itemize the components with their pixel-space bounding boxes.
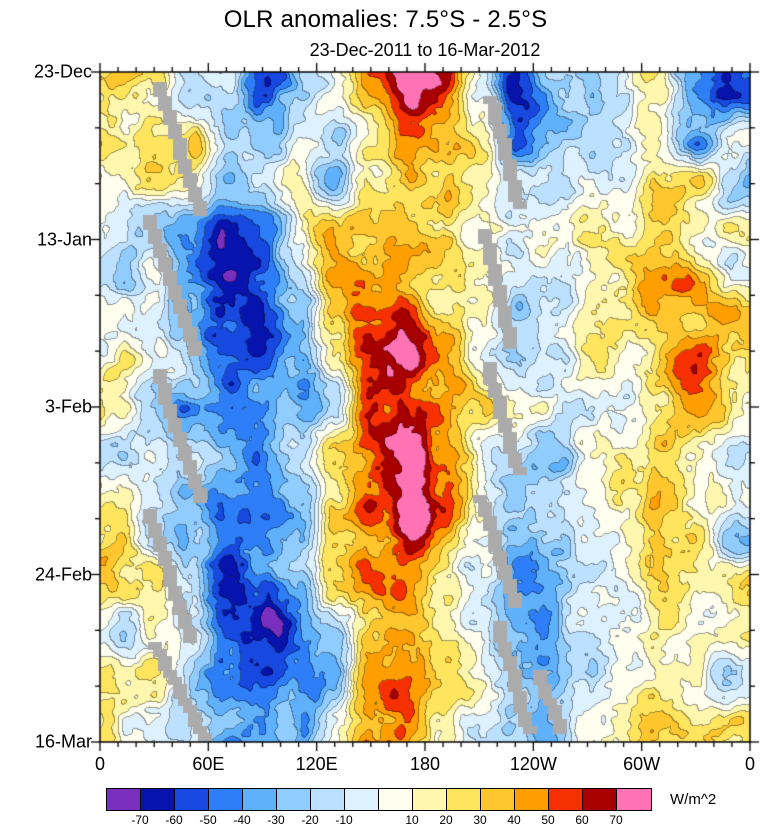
x-tick-label: 0 xyxy=(744,754,756,774)
colorbar-tick-label: 40 xyxy=(507,813,521,827)
x-tick-label: 120W xyxy=(509,754,557,774)
y-tick-label: 13-Jan xyxy=(36,229,92,249)
colorbar-cell xyxy=(277,789,311,810)
colorbar-cell xyxy=(311,789,345,810)
colorbar-tick-label: -30 xyxy=(267,813,285,827)
y-tick-label: 24-Feb xyxy=(34,564,92,584)
y-tick-label: 3-Feb xyxy=(44,396,92,417)
x-tick-label: 180 xyxy=(409,754,441,774)
colorbar-cell xyxy=(345,789,379,810)
colorbar-cell xyxy=(243,789,277,810)
colorbar-cell xyxy=(515,789,549,810)
colorbar-tick-label: -40 xyxy=(233,813,251,827)
colorbar-tick-label: -50 xyxy=(199,813,217,827)
x-tick-label: 60W xyxy=(623,754,661,774)
colorbar-tick-label: 60 xyxy=(575,813,589,827)
x-tick-label: 0 xyxy=(94,754,106,774)
colorbar-cell xyxy=(107,789,141,810)
heatmap-canvas xyxy=(85,62,765,762)
colorbar-cell xyxy=(617,789,651,810)
colorbar-tick-label: 50 xyxy=(541,813,555,827)
colorbar-cell xyxy=(175,789,209,810)
colorbar-tick-label: 10 xyxy=(405,813,419,827)
colorbar-cell xyxy=(141,789,175,810)
colorbar-tick-label: 30 xyxy=(473,813,487,827)
colorbar-tick-label: -70 xyxy=(131,813,149,827)
colorbar-cell xyxy=(379,789,413,810)
y-tick-label: 16-Mar xyxy=(34,731,92,752)
colorbar-tick-label: -20 xyxy=(301,813,319,827)
colorbar xyxy=(106,788,652,811)
plot-subtitle: 23-Dec-2011 to 16-Mar-2012 xyxy=(309,40,541,60)
colorbar-tick-label: 70 xyxy=(609,813,623,827)
colorbar-tick-label: -60 xyxy=(165,813,183,827)
colorbar-cell xyxy=(413,789,447,810)
colorbar-cell xyxy=(549,789,583,810)
x-tick-label: 120E xyxy=(295,754,338,774)
colorbar-cell xyxy=(481,789,515,810)
colorbar-tick-label: -10 xyxy=(335,813,353,827)
y-tick-label: 23-Dec xyxy=(33,61,92,82)
colorbar-cell xyxy=(209,789,243,810)
x-tick-label: 60E xyxy=(192,754,225,774)
colorbar-unit-label: W/m^2 xyxy=(670,791,717,808)
plot-title: OLR anomalies: 7.5°S - 2.5°S xyxy=(223,6,548,33)
colorbar-cell xyxy=(447,789,481,810)
colorbar-tick-label: 20 xyxy=(439,813,453,827)
colorbar-cell xyxy=(583,789,617,810)
